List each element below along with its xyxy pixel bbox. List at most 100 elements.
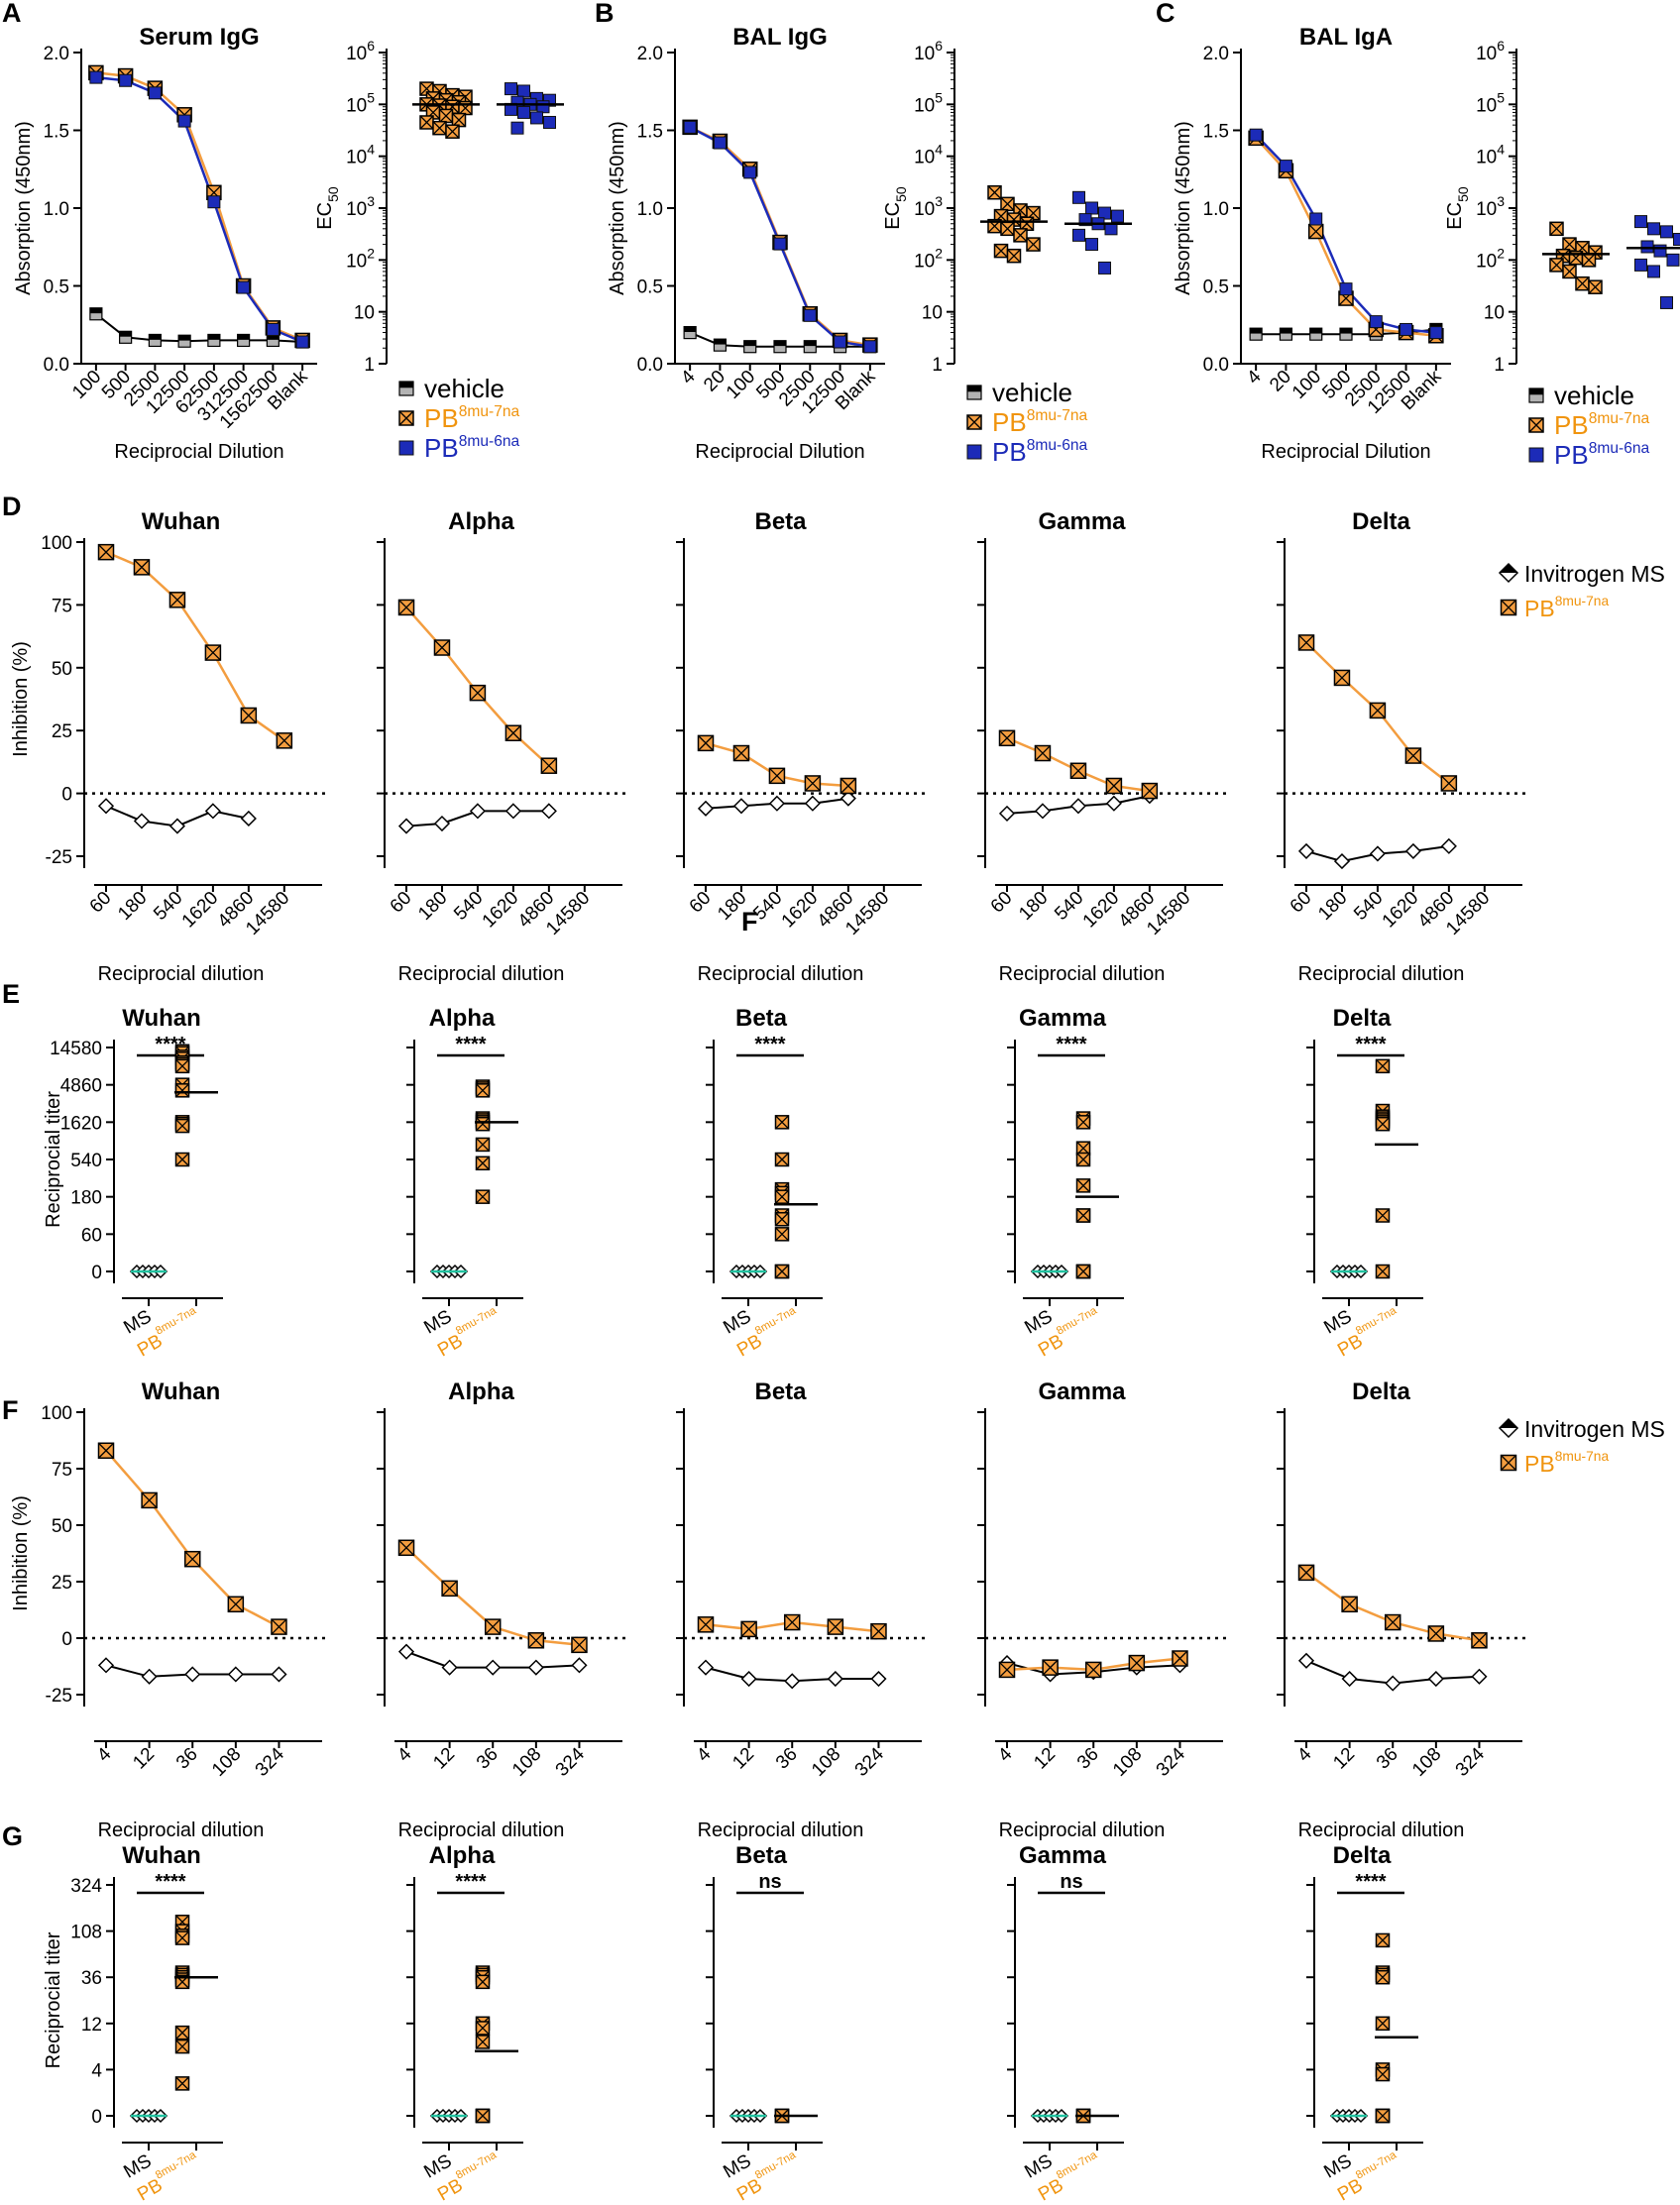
y-tick-label: 100: [41, 1403, 72, 1424]
y-axis-label: EC50: [314, 186, 341, 230]
marker-x: [733, 745, 749, 761]
tick-exponent: 4: [367, 142, 375, 158]
x-tick-label: 1620: [479, 888, 523, 933]
marker-x: [987, 185, 1002, 200]
x-tick-label: 324: [851, 1743, 889, 1781]
marker-square-top: [1250, 328, 1263, 334]
point-pb6: [266, 322, 280, 336]
point-pb7: [438, 108, 454, 124]
marker-x: [1549, 221, 1564, 236]
point-ms: [1385, 1675, 1401, 1692]
point-pb: [174, 2039, 190, 2054]
point-pb: [732, 744, 750, 762]
marker-x: [98, 544, 114, 561]
point-pb: [1172, 1650, 1188, 1667]
point-pb: [1075, 1264, 1091, 1279]
marker-x: [1076, 1115, 1090, 1130]
marker-x: [1549, 258, 1564, 273]
label-superscript: 8mu-7na: [753, 1304, 799, 1337]
point-pb: [768, 767, 786, 785]
point-vehicle: [119, 330, 133, 344]
marker-square-top: [149, 334, 162, 340]
x-tick-label: 12: [129, 1744, 159, 1774]
marker-x: [1076, 1208, 1090, 1223]
y-tick-label: 1.0: [44, 199, 69, 220]
x-axis-label: Reciprocial dilution: [98, 1819, 265, 1841]
point-ms: [204, 803, 221, 820]
marker-square-top: [89, 307, 102, 314]
label-superscript: 8mu-6na: [1589, 440, 1650, 457]
y-tick-label: 60: [81, 1225, 102, 1246]
point-pb: [397, 1539, 415, 1557]
y-axis-label: Reciprocial titer: [43, 1931, 64, 2068]
marker-square-top: [1340, 328, 1352, 334]
y-tick-label: 102: [346, 245, 375, 272]
y-tick-label: -25: [46, 1686, 72, 1707]
marker-x: [175, 1058, 189, 1073]
marker-x: [1376, 1208, 1390, 1223]
y-tick-label: 106: [914, 38, 943, 64]
point-ms: [1471, 1668, 1488, 1685]
marker-square-top: [237, 334, 250, 340]
label-base: EC: [882, 202, 904, 230]
x-tick-label: 180: [1314, 888, 1351, 925]
marker-x: [175, 1153, 189, 1166]
x-tick-label: 60: [686, 888, 716, 918]
x-tick-label: 4: [1243, 366, 1266, 388]
label-base: PB: [1554, 410, 1589, 440]
y-axis-label: EC50: [1444, 186, 1471, 230]
legend-D: Invitrogen MS PB8mu-7na: [1498, 561, 1665, 621]
significance-label: ****: [455, 1034, 486, 1055]
legend-label-pb6: PB8mu-6na: [1554, 440, 1650, 470]
y-tick-label: 1.0: [1203, 199, 1229, 220]
point-pb6: [295, 335, 309, 349]
legend-label-pb7: PB8mu-7na: [424, 403, 520, 433]
point-vehicle: [743, 340, 757, 354]
y-tick-label: 50: [52, 659, 72, 680]
y-tick-label: 0.0: [1203, 355, 1229, 376]
point-pb: [1297, 1564, 1315, 1582]
point-ms: [1369, 845, 1386, 862]
chart-title: Delta: [1352, 508, 1410, 535]
point-pb: [475, 1189, 491, 1204]
significance-label: ****: [155, 1871, 185, 1893]
tick-base: 10: [1476, 199, 1497, 220]
point-pb: [183, 1550, 201, 1568]
marker-x: [1069, 762, 1086, 779]
marker-square-top: [967, 386, 981, 392]
legend-marker-ms: [1498, 562, 1519, 584]
marker-square-top: [684, 326, 697, 332]
x-tick-label: 1620: [178, 888, 223, 933]
point-ms: [469, 803, 486, 820]
chart-E-wuhan: 1458048601620540180600MSPB8mu-7naWuhan**…: [50, 1005, 223, 1361]
chart-title: Beta: [754, 1378, 807, 1405]
chart-title: Beta: [735, 1842, 788, 1869]
chart-F-beta: 4 12 36 108 324 Beta Reciprocial dilution: [676, 1378, 927, 1841]
point-pb: [174, 2076, 190, 2091]
series-line-pb: [105, 1449, 280, 1628]
marker-x: [775, 1115, 789, 1130]
y-tick-label: 103: [346, 193, 375, 220]
y-tick-label: 0.5: [637, 277, 663, 298]
tick-exponent: 2: [1497, 245, 1505, 261]
point-pb: [1105, 777, 1123, 795]
point-pb6: [1279, 160, 1292, 173]
x-tick-label: 12: [1030, 1744, 1060, 1774]
tick-exponent: 3: [1497, 193, 1505, 209]
tick-base: 10: [914, 148, 935, 168]
marker-x: [476, 2109, 490, 2123]
point-vehicle: [1309, 327, 1323, 341]
x-tick-label: 36: [172, 1744, 202, 1774]
point-pb: [840, 777, 857, 795]
point-ms: [184, 1666, 201, 1683]
y-tick-label: 0: [91, 1263, 102, 1283]
y-tick-label: 1.5: [637, 122, 663, 143]
point-ms: [840, 790, 856, 807]
point-pb7: [1588, 279, 1603, 294]
point-pb: [1375, 1058, 1391, 1074]
tick-base: 10: [346, 251, 367, 272]
y-tick-label: -25: [46, 847, 72, 868]
